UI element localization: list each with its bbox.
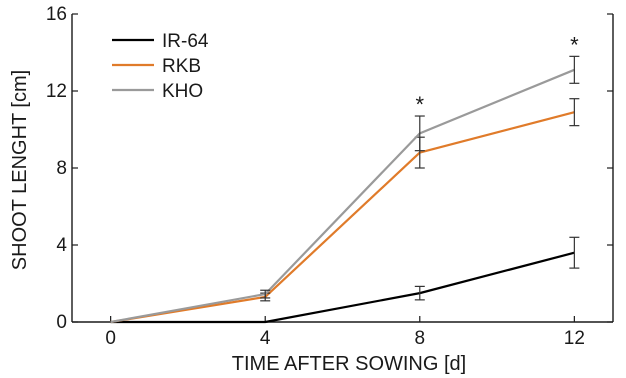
legend-item: IR-64 [112,31,209,52]
y-tick-label: 0 [56,312,67,333]
x-tick-label: 8 [414,328,425,349]
x-tick-label: 12 [564,328,585,349]
y-tick-label: 8 [56,158,67,179]
x-tick-label: 4 [260,328,271,349]
y-tick-label: 12 [46,81,67,102]
error-bar [414,115,425,152]
series-line [110,251,575,324]
x-tick-label: 0 [105,328,116,349]
axes: 0 4 8 12 0 4 8 12 16 [46,4,614,349]
legend-label: RKB [162,56,201,77]
legend-label: KHO [162,81,203,102]
series-kho [110,55,580,324]
error-bar [569,236,580,269]
legend-label: IR-64 [162,31,209,52]
y-tick-label: 16 [46,4,67,25]
series-line [110,111,575,324]
error-bar [569,98,580,127]
annotations: ** [416,32,580,117]
error-bar [569,55,580,84]
series-line [110,68,575,324]
series-ir-64 [110,236,580,324]
significance-marker: * [570,32,579,57]
series-layer [110,55,580,324]
legend-item: KHO [112,81,203,102]
error-bar [414,285,425,301]
significance-marker: * [416,92,425,117]
legend: IR-64 RKB KHO [112,31,209,102]
x-axis-label: TIME AFTER SOWING [d] [232,353,466,375]
error-bar [260,289,271,299]
y-axis-label: SHOOT LENGHT [cm] [9,70,31,270]
y-tick-label: 4 [56,235,67,256]
legend-item: RKB [112,56,201,77]
